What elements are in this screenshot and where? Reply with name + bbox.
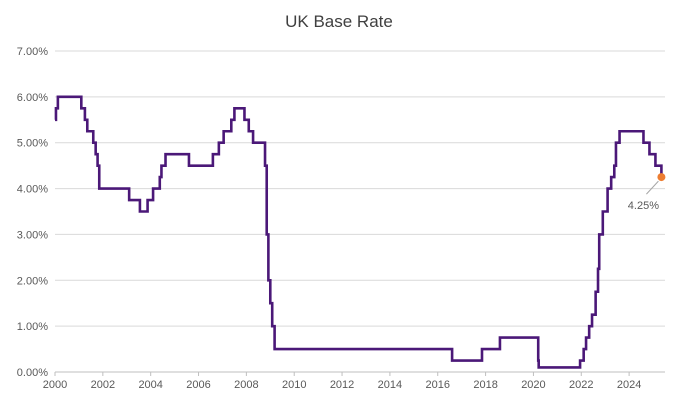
y-tick-label: 7.00% (17, 46, 48, 58)
x-tick-label: 2020 (521, 379, 545, 391)
y-tick-label: 4.00% (17, 184, 48, 196)
latest-value-label: 4.25% (628, 200, 659, 212)
y-tick-label: 5.00% (17, 138, 48, 150)
base-rate-series-line (54, 95, 663, 369)
x-tick-label: 2006 (186, 379, 210, 391)
x-tick-label: 2008 (234, 379, 258, 391)
x-tick-label: 2024 (617, 379, 641, 391)
y-tick-label: 2.00% (17, 275, 48, 287)
y-tick-label: 1.00% (17, 321, 48, 333)
latest-value-marker (657, 173, 666, 182)
y-tick-label: 0.00% (17, 367, 48, 379)
y-tick-label: 3.00% (17, 229, 48, 241)
x-tick-label: 2022 (569, 379, 593, 391)
annotation-leader-line (646, 180, 659, 195)
y-tick-label: 6.00% (17, 92, 48, 104)
x-tick-label: 2000 (43, 379, 67, 391)
x-tick-label: 2012 (330, 379, 354, 391)
x-tick-label: 2002 (91, 379, 115, 391)
x-tick-label: 2004 (138, 379, 162, 391)
chart-title: UK Base Rate (285, 12, 393, 31)
x-tick-label: 2016 (426, 379, 450, 391)
x-tick-label: 2010 (282, 379, 306, 391)
x-tick-label: 2018 (473, 379, 497, 391)
x-tick-label: 2014 (378, 379, 402, 391)
